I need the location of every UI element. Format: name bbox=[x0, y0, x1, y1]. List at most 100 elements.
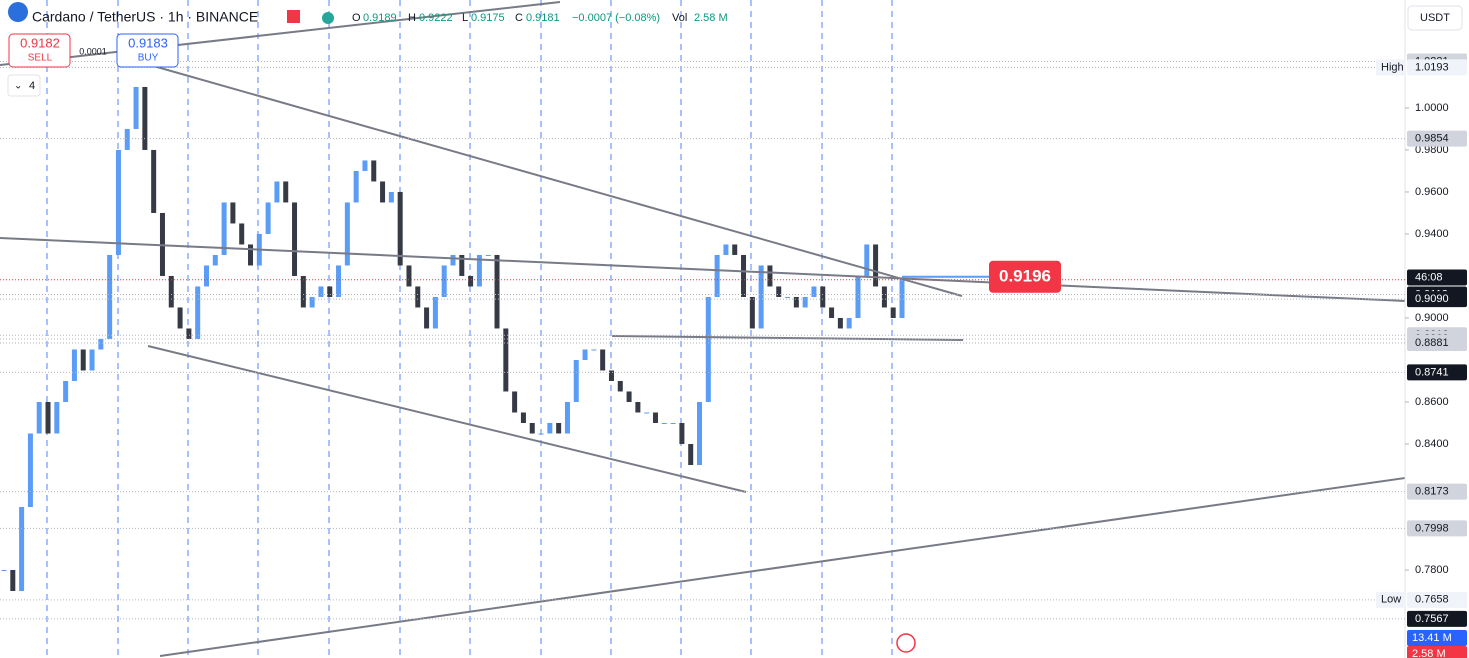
indicator-toggle[interactable] bbox=[7, 74, 41, 97]
candle bbox=[432, 296, 438, 329]
y-tick-label: 0.9800 bbox=[1415, 144, 1449, 156]
candle bbox=[617, 380, 623, 392]
close: 0.9181 bbox=[526, 12, 560, 24]
price-label-box bbox=[1407, 591, 1467, 608]
candle bbox=[71, 349, 77, 381]
candle bbox=[793, 296, 799, 308]
price-axis: 1.0000 0.9800 0.9600 0.9400 0.9000 0.8600 0.84… bbox=[0, 53, 1467, 658]
currency: USDT bbox=[1420, 12, 1450, 24]
candle bbox=[529, 422, 535, 434]
candle bbox=[239, 223, 245, 245]
candle bbox=[512, 391, 518, 413]
price-label-box bbox=[1407, 334, 1467, 351]
vol-label: Vol bbox=[672, 12, 687, 24]
price-label: 0.8173 bbox=[1415, 486, 1449, 498]
candle bbox=[547, 422, 553, 434]
candle bbox=[644, 412, 650, 414]
currency-button[interactable] bbox=[1407, 5, 1463, 31]
candle bbox=[899, 280, 905, 318]
candle bbox=[203, 265, 209, 287]
candle bbox=[573, 359, 579, 402]
y-tick-label: 0.8400 bbox=[1415, 438, 1449, 450]
candle bbox=[441, 265, 447, 297]
candle bbox=[626, 391, 632, 402]
vol: 2.58 M bbox=[694, 12, 728, 24]
y-tick-label: 0.7800 bbox=[1415, 564, 1449, 576]
candle bbox=[873, 244, 879, 287]
candle bbox=[811, 286, 817, 297]
h-label: H bbox=[408, 12, 416, 24]
candle bbox=[758, 265, 764, 329]
candle bbox=[248, 244, 254, 266]
change: −0.0007 (−0.08%) bbox=[572, 12, 660, 24]
candle bbox=[336, 265, 342, 297]
candle bbox=[1, 570, 7, 572]
open: 0.9189 bbox=[363, 12, 397, 24]
candle bbox=[697, 401, 703, 465]
candle bbox=[415, 286, 421, 308]
y-tick-label: 0.9600 bbox=[1415, 186, 1449, 198]
candle bbox=[19, 506, 25, 592]
candle bbox=[27, 433, 33, 507]
candle bbox=[802, 296, 808, 308]
candle bbox=[864, 244, 870, 276]
candle bbox=[142, 86, 148, 150]
high: 0.9222 bbox=[419, 12, 453, 24]
sell-label: SELL bbox=[28, 53, 53, 64]
buy-price: 0.9183 bbox=[128, 35, 168, 50]
spread: 0.0001 bbox=[79, 46, 107, 56]
candle bbox=[45, 401, 51, 434]
candle bbox=[749, 296, 755, 329]
candle bbox=[732, 244, 738, 255]
current-price: 0.9196 bbox=[999, 266, 1051, 285]
candle bbox=[80, 349, 86, 371]
candle bbox=[168, 275, 174, 308]
candle bbox=[380, 181, 386, 203]
candle bbox=[705, 296, 711, 402]
candle bbox=[309, 296, 315, 308]
candle bbox=[54, 401, 60, 434]
indicator-count: 4 bbox=[29, 80, 35, 92]
price-label-box bbox=[1407, 59, 1467, 76]
candle bbox=[212, 254, 218, 266]
volume-label: 13.41 M bbox=[1412, 632, 1452, 644]
coin-icon bbox=[8, 2, 28, 22]
countdown-box bbox=[1407, 269, 1467, 286]
trend-lines bbox=[0, 1, 1406, 657]
candle bbox=[741, 254, 747, 297]
y-tick-label: 0.9000 bbox=[1415, 312, 1449, 324]
candle bbox=[776, 286, 782, 297]
price-label: 0.9854 bbox=[1415, 133, 1449, 145]
sell-price: 0.9182 bbox=[20, 35, 60, 50]
countdown: 46:08 bbox=[1415, 271, 1443, 283]
candle bbox=[107, 254, 113, 339]
price-label-box bbox=[1407, 483, 1467, 500]
candle bbox=[371, 160, 377, 182]
candle bbox=[881, 286, 887, 308]
candle bbox=[820, 286, 826, 308]
symbol: Cardano / TetherUS · 1h · BINANCE bbox=[32, 9, 258, 25]
candle bbox=[283, 181, 289, 203]
candle bbox=[688, 443, 694, 465]
candle bbox=[538, 433, 544, 435]
candle bbox=[265, 202, 271, 234]
alert-icon[interactable] bbox=[896, 633, 916, 653]
candle bbox=[89, 349, 95, 371]
volume-label-box bbox=[1407, 630, 1467, 646]
candle bbox=[855, 275, 861, 318]
flag[interactable] bbox=[287, 10, 300, 23]
buy-button[interactable] bbox=[116, 33, 179, 68]
candle bbox=[327, 286, 333, 297]
y-tick-label: 1.0000 bbox=[1415, 102, 1449, 114]
candle bbox=[591, 349, 597, 351]
price-tag: High bbox=[1381, 61, 1404, 73]
sell-button[interactable] bbox=[8, 33, 71, 68]
price-label: 0.9090 bbox=[1415, 293, 1449, 305]
y-tick-label: 0.8600 bbox=[1415, 396, 1449, 408]
candle bbox=[195, 286, 201, 339]
candle bbox=[714, 254, 720, 297]
candle bbox=[388, 191, 394, 203]
current-price-box bbox=[989, 260, 1061, 293]
price-tag: Low bbox=[1381, 594, 1401, 606]
